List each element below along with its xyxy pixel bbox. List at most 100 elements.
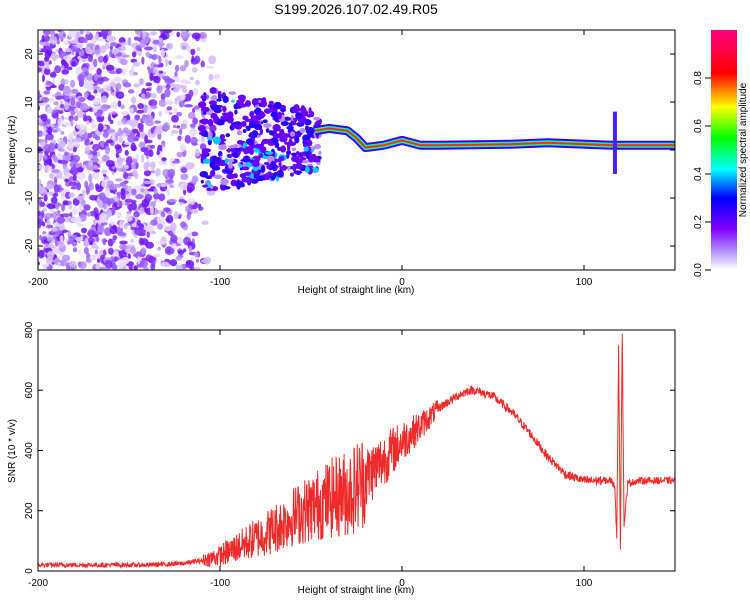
spectral-speckle <box>38 219 42 229</box>
spectral-speckle <box>218 144 227 151</box>
snr-x-ticks: -200 -100 0 100 <box>28 330 593 589</box>
spectral-speckle <box>82 189 86 197</box>
spectral-speckle <box>140 93 146 98</box>
spectral-speckle <box>62 200 69 206</box>
spectral-speckle <box>83 204 91 211</box>
spectral-speckle <box>84 37 88 44</box>
spectral-speckle <box>116 120 123 126</box>
spectral-speckle <box>291 147 297 152</box>
spectral-speckle <box>259 145 267 154</box>
spectral-speckle <box>48 158 53 165</box>
spectral-speckle <box>40 113 48 122</box>
spectral-speckle <box>231 99 235 103</box>
spectral-speckle <box>101 154 110 162</box>
spectral-speckle <box>196 47 201 52</box>
spectral-speckle <box>153 192 160 200</box>
spectrogram-y-ticks: 20 10 0 -10 -20 <box>24 48 675 253</box>
spectral-speckle <box>117 127 123 137</box>
y-tick-label: 400 <box>24 442 35 459</box>
spectral-speckle <box>212 136 221 145</box>
spectral-speckle <box>86 132 93 139</box>
spectral-speckle <box>289 141 297 146</box>
spectral-speckle <box>146 230 151 238</box>
spectral-speckle <box>99 45 107 54</box>
spectral-speckle <box>70 88 79 94</box>
spectral-speckle <box>38 130 44 137</box>
spectral-speckle <box>39 141 47 146</box>
spectral-speckle <box>86 73 94 82</box>
x-tick-label: -100 <box>210 277 230 288</box>
colorbar-ticks: 0.0 0.2 0.4 0.6 0.8 <box>693 71 711 277</box>
spectral-speckle <box>109 45 113 50</box>
spectral-speckle <box>76 172 86 180</box>
spectral-speckle <box>198 203 202 209</box>
spectral-speckle <box>143 170 152 177</box>
spectral-speckle <box>72 206 79 215</box>
spectral-speckle <box>88 236 94 244</box>
spectral-speckle <box>276 169 284 178</box>
spectral-speckle <box>43 90 51 95</box>
spectral-speckle <box>131 188 137 196</box>
spectral-speckle <box>245 161 252 167</box>
spectral-speckle <box>180 167 188 174</box>
spectral-speckle <box>130 96 137 104</box>
spectral-speckle <box>135 193 144 200</box>
spectral-speckle <box>122 172 129 180</box>
spectral-speckle <box>137 103 144 109</box>
spectral-speckle <box>60 203 66 212</box>
spectral-speckle <box>38 146 42 153</box>
spectral-speckle <box>162 71 166 75</box>
spectral-speckle <box>96 257 101 264</box>
spectral-speckle <box>279 131 286 135</box>
spectral-speckle <box>287 165 291 171</box>
spectral-speckle <box>60 130 65 135</box>
spectral-speckle <box>107 247 114 255</box>
spectral-speckle <box>163 225 172 232</box>
spectral-speckle <box>202 184 208 188</box>
spectral-speckle <box>61 213 70 218</box>
spectral-speckle <box>226 148 232 152</box>
spectral-speckle <box>96 37 106 42</box>
spectral-speckle <box>303 146 309 152</box>
spectral-speckle <box>137 255 141 265</box>
spectral-speckle <box>233 173 238 179</box>
spectral-speckle <box>150 170 156 174</box>
spectral-speckle <box>176 237 184 245</box>
snr-y-axis-label: SNR (10 * v/v) <box>7 419 18 483</box>
spectral-speckle <box>180 94 186 101</box>
spectral-speckle <box>226 173 236 180</box>
spectral-speckle <box>53 101 59 106</box>
spectral-speckle <box>75 50 80 58</box>
spectral-speckle <box>43 194 48 202</box>
spectral-speckle <box>183 80 192 85</box>
colorbar: 0.0 0.2 0.4 0.6 0.8 Normalized spectral ampl… <box>693 30 749 277</box>
spectral-speckle <box>38 249 45 259</box>
spectral-speckle <box>104 187 111 197</box>
spectral-speckle <box>122 82 132 88</box>
spectral-speckle <box>311 167 319 173</box>
spectral-speckle <box>168 111 173 115</box>
spectral-speckle <box>157 85 161 91</box>
spectral-speckle <box>95 262 101 270</box>
spectral-speckle <box>101 169 108 174</box>
spectral-speckle <box>143 162 151 168</box>
spectral-speckle <box>175 264 181 270</box>
spectral-speckle <box>46 106 53 114</box>
spectral-speckle <box>132 61 141 67</box>
spectral-speckle <box>262 119 268 124</box>
spectral-speckle <box>162 122 170 131</box>
spectrogram-x-ticks: -200 -100 0 100 <box>28 30 593 288</box>
spectral-speckle <box>294 136 300 144</box>
spectral-speckle <box>206 65 215 69</box>
x-tick-label: 0 <box>399 277 405 288</box>
spectral-speckle <box>227 111 234 120</box>
spectral-speckle <box>130 238 134 243</box>
spectral-speckle <box>102 55 108 64</box>
spectral-speckle <box>70 166 79 176</box>
spectral-speckle <box>113 256 118 262</box>
spectral-speckle <box>160 261 170 268</box>
spectral-speckle <box>52 77 56 84</box>
spectral-speckle <box>158 55 162 65</box>
spectral-speckle <box>199 119 206 124</box>
snr-y-ticks: 0 200 400 600 800 <box>24 321 675 574</box>
